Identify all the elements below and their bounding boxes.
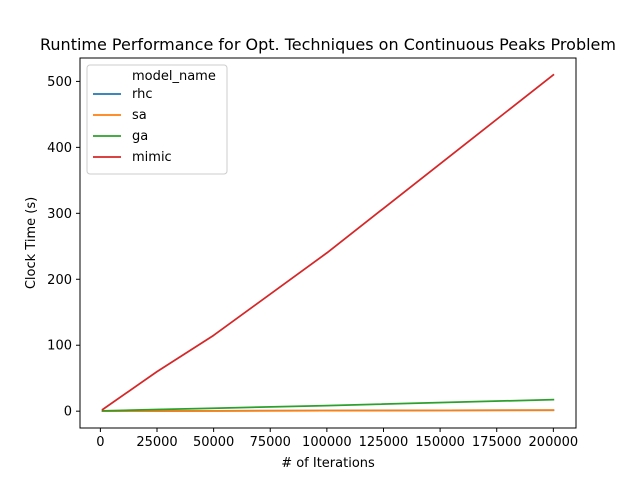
x-tick-label: 100000	[302, 435, 352, 450]
x-tick-label: 25000	[136, 435, 177, 450]
plot-frame	[79, 57, 577, 429]
series-line-ga	[101, 398, 555, 412]
y-tick-label: 200	[47, 273, 72, 288]
series-line-sa	[101, 409, 555, 412]
y-tick-label: 400	[47, 141, 72, 156]
x-tick-label: 75000	[250, 435, 291, 450]
legend-title: model_name	[132, 69, 216, 84]
y-tick-label: 0	[64, 405, 72, 420]
x-tick-label: 125000	[359, 435, 409, 450]
x-tick-label: 200000	[529, 435, 579, 450]
legend: model_name rhc sa ga mimic	[86, 64, 228, 175]
x-axis: 0 25000 50000 75000 100000 125000 150000 175000…	[96, 428, 578, 450]
legend-label-sa: sa	[132, 108, 147, 123]
legend-entries: rhc sa ga mimic	[93, 87, 172, 165]
x-tick-label: 150000	[415, 435, 465, 450]
y-tick-label: 500	[47, 75, 72, 90]
y-axis: 0 100 200 300 400 500	[47, 75, 80, 420]
series-line-mimic	[101, 73, 555, 411]
y-tick-label: 300	[47, 207, 72, 222]
x-axis-title: # of Iterations	[281, 456, 375, 471]
legend-label-mimic: mimic	[132, 150, 172, 165]
legend-label-rhc: rhc	[132, 87, 153, 102]
x-tick-label: 0	[96, 435, 104, 450]
y-axis-title: Clock Time (s)	[24, 197, 39, 289]
x-tick-label: 175000	[472, 435, 522, 450]
y-tick-label: 100	[47, 339, 72, 354]
legend-box	[86, 64, 228, 175]
chart-title: Runtime Performance for Opt. Techniques …	[40, 35, 616, 54]
x-tick-label: 50000	[193, 435, 234, 450]
series-layer	[101, 73, 555, 412]
legend-label-ga: ga	[132, 129, 148, 144]
